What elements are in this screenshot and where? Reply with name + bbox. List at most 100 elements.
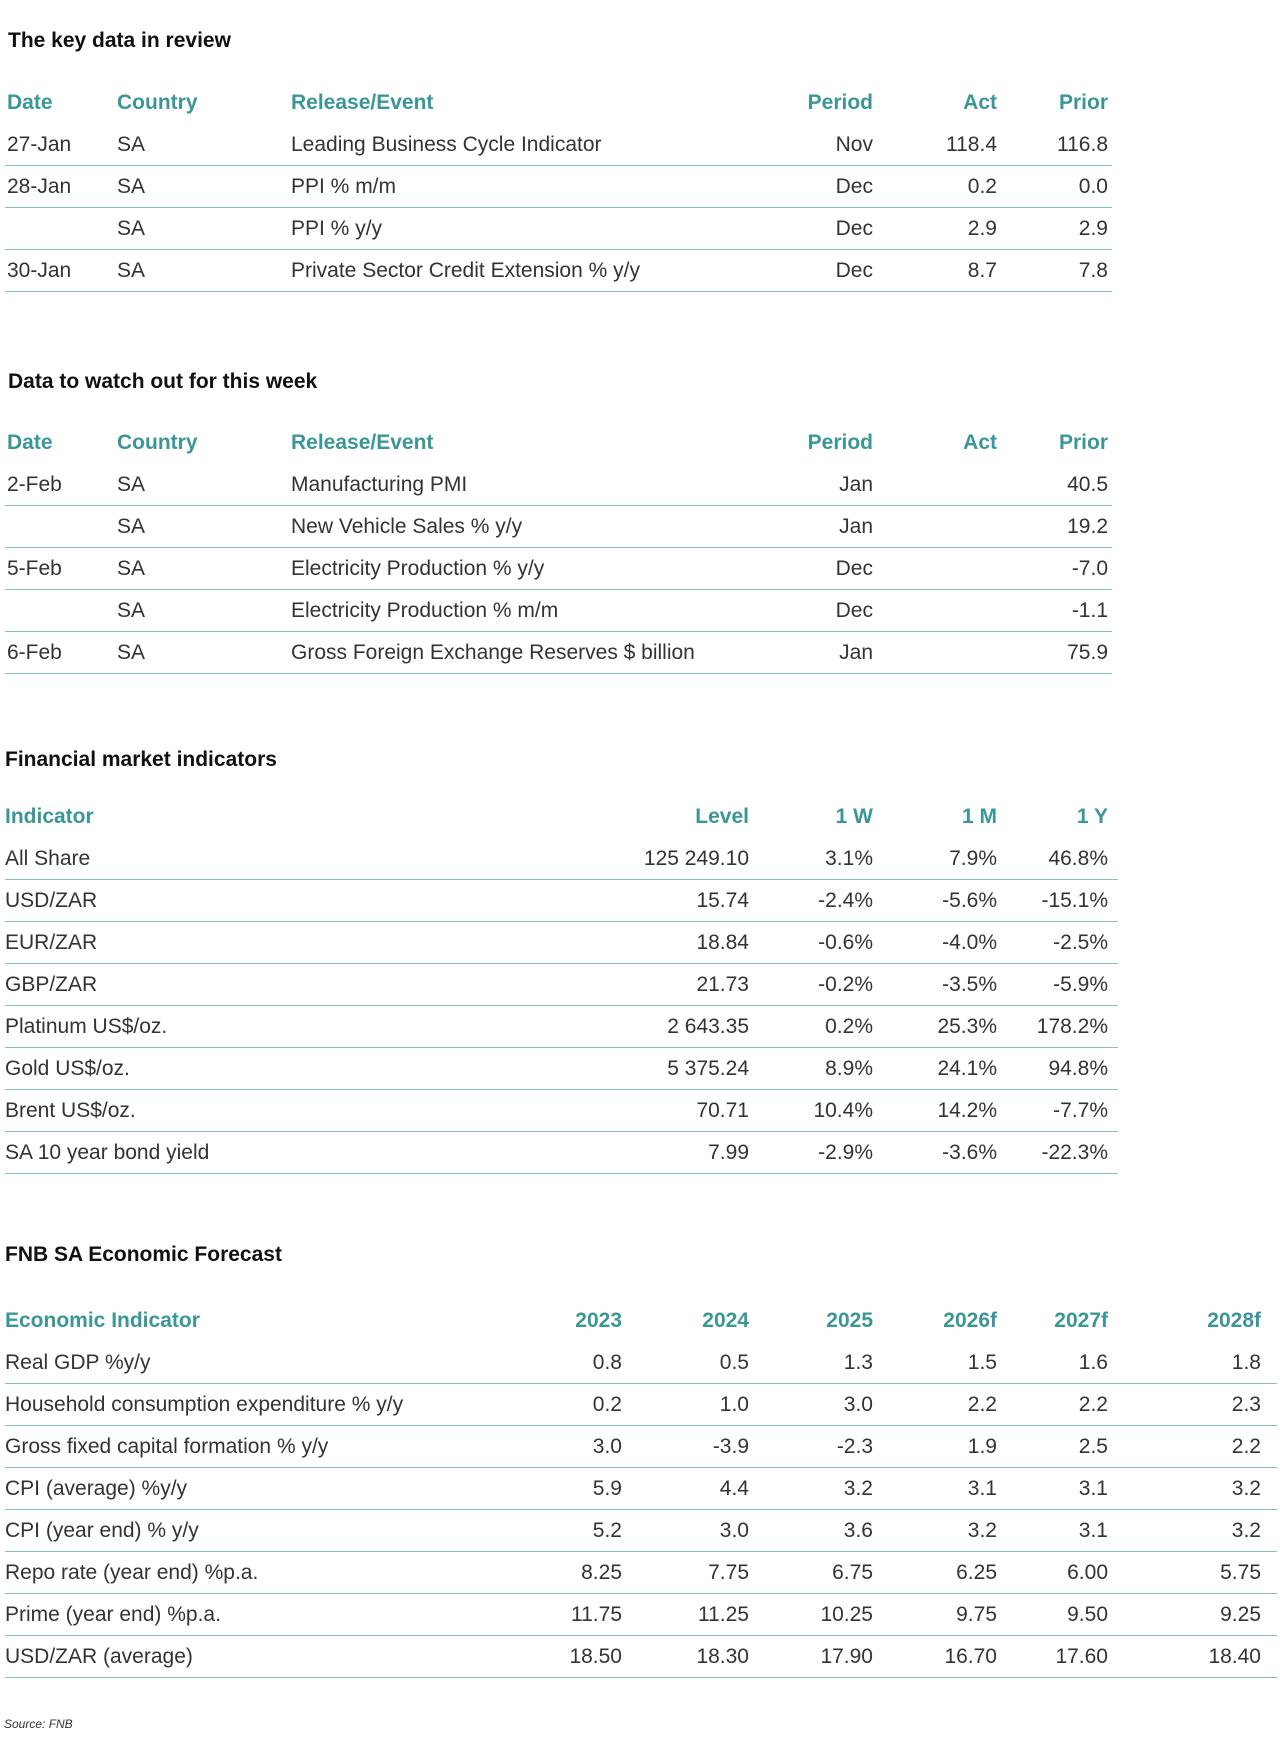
- column-header: 1 Y: [1076, 805, 1108, 828]
- row-divider: [5, 1383, 1277, 1384]
- table-cell: -0.6%: [818, 931, 873, 954]
- table-cell: 15.74: [696, 889, 749, 912]
- table-cell: 5 375.24: [667, 1057, 749, 1080]
- row-divider: [5, 165, 1112, 166]
- table-cell: 17.60: [1055, 1645, 1108, 1668]
- table-cell: 1.5: [967, 1351, 997, 1374]
- section-title: The key data in review: [8, 29, 231, 52]
- table-cell: Jan: [839, 641, 873, 664]
- table-cell: Jan: [839, 515, 873, 538]
- table-cell: Repo rate (year end) %p.a.: [5, 1561, 259, 1584]
- table-cell: 5.2: [592, 1519, 622, 1542]
- table-cell: 27-Jan: [7, 133, 72, 156]
- table-cell: 21.73: [696, 973, 749, 996]
- table-cell: SA: [117, 641, 146, 664]
- table-cell: 18.84: [696, 931, 749, 954]
- row-divider: [5, 1047, 1118, 1048]
- table-cell: Leading Business Cycle Indicator: [291, 133, 602, 156]
- table-cell: All Share: [5, 847, 91, 870]
- section-title: Financial market indicators: [5, 748, 277, 771]
- row-divider: [5, 249, 1112, 250]
- table-cell: 3.1%: [825, 847, 873, 870]
- table-cell: CPI (average) %y/y: [5, 1477, 188, 1500]
- table-cell: 7.8: [1078, 259, 1108, 282]
- table-cell: 6-Feb: [7, 641, 62, 664]
- table-cell: Electricity Production % m/m: [291, 599, 559, 622]
- table-cell: Dec: [835, 599, 873, 622]
- table-cell: 6.75: [832, 1561, 873, 1584]
- table-cell: 70.71: [696, 1099, 749, 1122]
- column-header: 2027f: [1054, 1309, 1108, 1332]
- table-cell: 19.2: [1067, 515, 1108, 538]
- row-divider: [5, 1677, 1277, 1678]
- table-cell: 178.2%: [1036, 1015, 1108, 1038]
- table-cell: SA: [117, 557, 146, 580]
- table-cell: SA: [117, 175, 146, 198]
- table-cell: 7.9%: [949, 847, 997, 870]
- row-divider: [5, 1467, 1277, 1468]
- table-cell: 4.4: [719, 1477, 749, 1500]
- table-cell: 5-Feb: [7, 557, 62, 580]
- column-header: Prior: [1058, 431, 1108, 454]
- table-cell: 10.4%: [813, 1099, 873, 1122]
- table-cell: Platinum US$/oz.: [5, 1015, 168, 1038]
- column-header: 2023: [575, 1309, 622, 1332]
- row-divider: [5, 921, 1118, 922]
- table-cell: 2.3: [1231, 1393, 1261, 1416]
- row-divider: [5, 1005, 1118, 1006]
- table-cell: 2.2: [967, 1393, 997, 1416]
- table-cell: 8.7: [967, 259, 997, 282]
- table-cell: 18.50: [569, 1645, 622, 1668]
- column-header: Period: [807, 431, 873, 454]
- table-cell: -2.4%: [818, 889, 873, 912]
- table-cell: 10.25: [820, 1603, 873, 1626]
- row-divider: [5, 673, 1112, 674]
- table-cell: 9.25: [1220, 1603, 1261, 1626]
- column-header: Act: [963, 91, 997, 114]
- table-cell: PPI % y/y: [291, 217, 383, 240]
- column-header: Prior: [1058, 91, 1108, 114]
- table-cell: 7.75: [708, 1561, 749, 1584]
- row-divider: [5, 547, 1112, 548]
- column-header: Date: [7, 431, 53, 454]
- table-cell: Dec: [835, 557, 873, 580]
- row-divider: [5, 1551, 1277, 1552]
- table-cell: 3.0: [592, 1435, 622, 1458]
- table-cell: SA: [117, 259, 146, 282]
- table-cell: Manufacturing PMI: [291, 473, 468, 496]
- column-header: Country: [117, 431, 198, 454]
- column-header: 2028f: [1207, 1309, 1261, 1332]
- table-cell: -2.9%: [818, 1141, 873, 1164]
- table-cell: 14.2%: [937, 1099, 997, 1122]
- table-cell: -2.3: [836, 1435, 873, 1458]
- table-cell: 5.75: [1220, 1561, 1261, 1584]
- table-cell: 18.40: [1208, 1645, 1261, 1668]
- table-cell: -2.5%: [1053, 931, 1108, 954]
- section-title: Data to watch out for this week: [8, 370, 318, 393]
- table-cell: 0.0: [1078, 175, 1108, 198]
- column-header: 1 M: [961, 805, 997, 828]
- table-cell: 2.9: [967, 217, 997, 240]
- table-cell: New Vehicle Sales % y/y: [291, 515, 523, 538]
- table-cell: 25.3%: [937, 1015, 997, 1038]
- table-cell: 116.8: [1057, 133, 1108, 156]
- table-cell: SA 10 year bond yield: [5, 1141, 210, 1164]
- table-cell: Prime (year end) %p.a.: [5, 1603, 221, 1626]
- table-cell: 0.8: [592, 1351, 622, 1374]
- table-cell: Gross fixed capital formation % y/y: [5, 1435, 329, 1458]
- table-cell: -5.9%: [1053, 973, 1108, 996]
- table-cell: 1.3: [843, 1351, 873, 1374]
- table-cell: Private Sector Credit Extension % y/y: [291, 259, 640, 282]
- column-header: 2024: [702, 1309, 749, 1332]
- table-cell: 9.75: [956, 1603, 997, 1626]
- table-cell: 6.25: [956, 1561, 997, 1584]
- column-header: 2026f: [943, 1309, 997, 1332]
- table-cell: -4.0%: [942, 931, 997, 954]
- table-cell: 118.4: [946, 133, 997, 156]
- table-cell: SA: [117, 473, 146, 496]
- column-header: Act: [963, 431, 997, 454]
- row-divider: [5, 879, 1118, 880]
- table-cell: EUR/ZAR: [5, 931, 98, 954]
- table-cell: -0.2%: [818, 973, 873, 996]
